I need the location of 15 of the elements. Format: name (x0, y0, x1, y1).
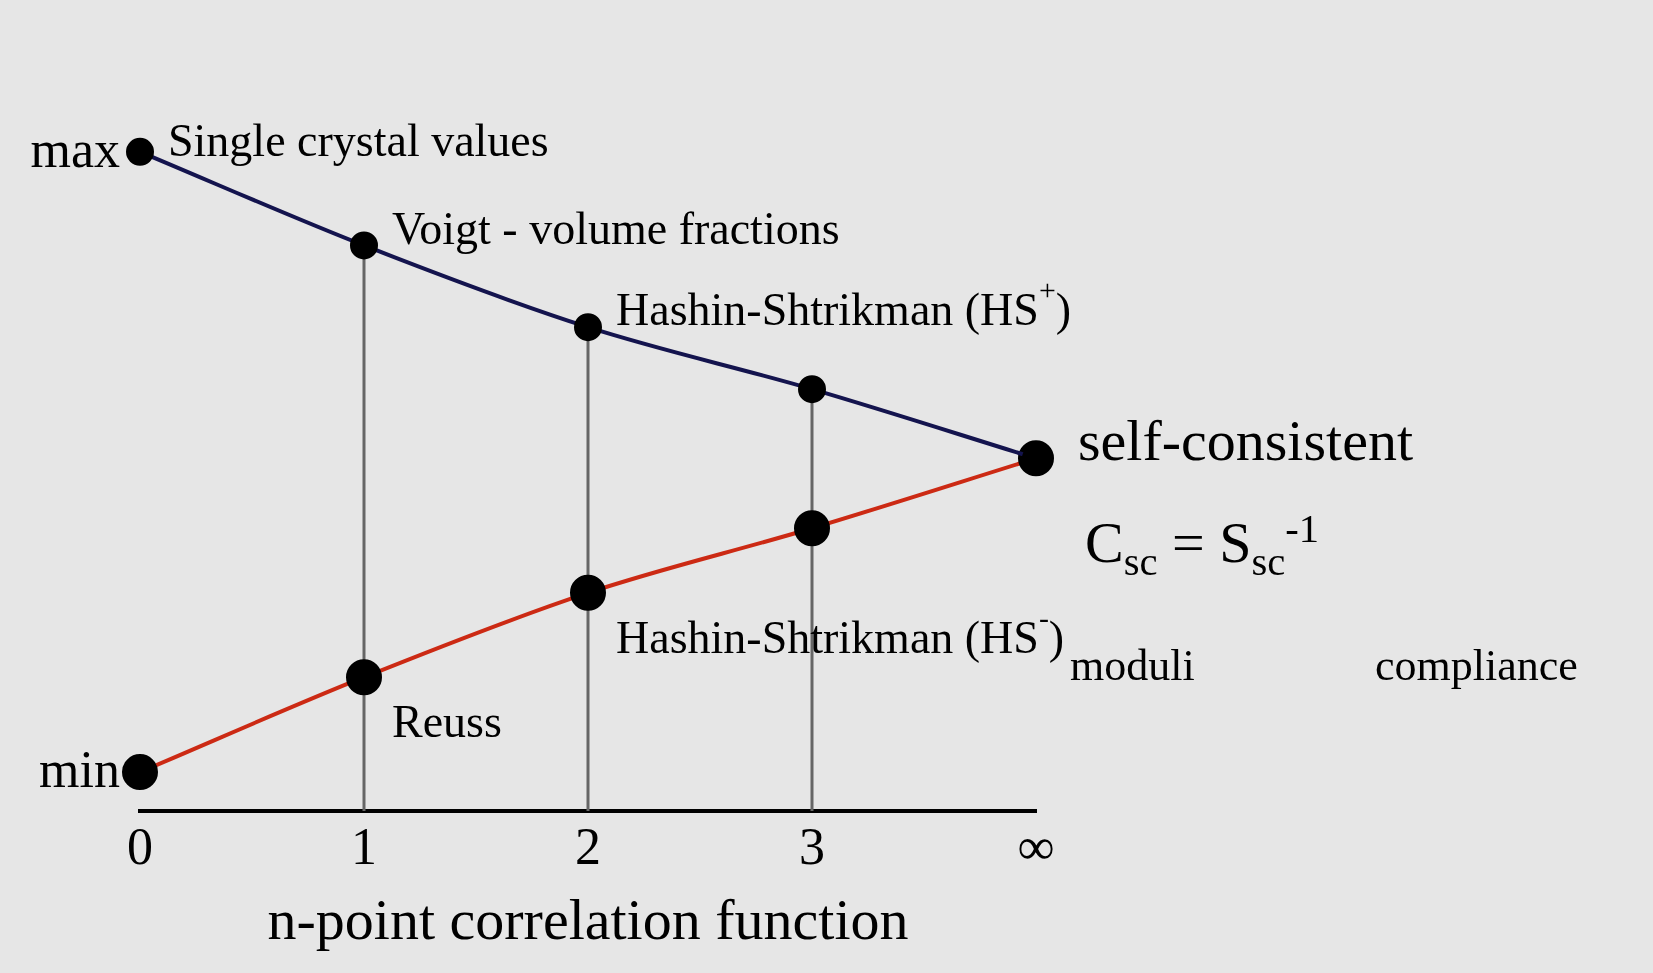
annotation: Hashin-Shtrikman (HS+) (616, 273, 1072, 336)
text: max (30, 119, 120, 179)
text: moduli (1070, 640, 1195, 691)
annotation: Reuss (392, 696, 502, 748)
text: min (39, 740, 120, 800)
x-tick-label: 1 (351, 817, 377, 875)
annotation: self-consistent (1078, 407, 1414, 473)
x-axis-title: n-point correlation function (267, 887, 909, 953)
x-tick-label: 2 (575, 817, 601, 875)
x-tick-label: 0 (127, 817, 153, 875)
text: compliance (1375, 640, 1578, 691)
annotation: Single crystal values (168, 114, 549, 166)
annotation: Voigt - volume fractions (392, 202, 840, 254)
x-tick-label: ∞ (1017, 817, 1055, 875)
x-tick-label: 3 (799, 817, 825, 875)
